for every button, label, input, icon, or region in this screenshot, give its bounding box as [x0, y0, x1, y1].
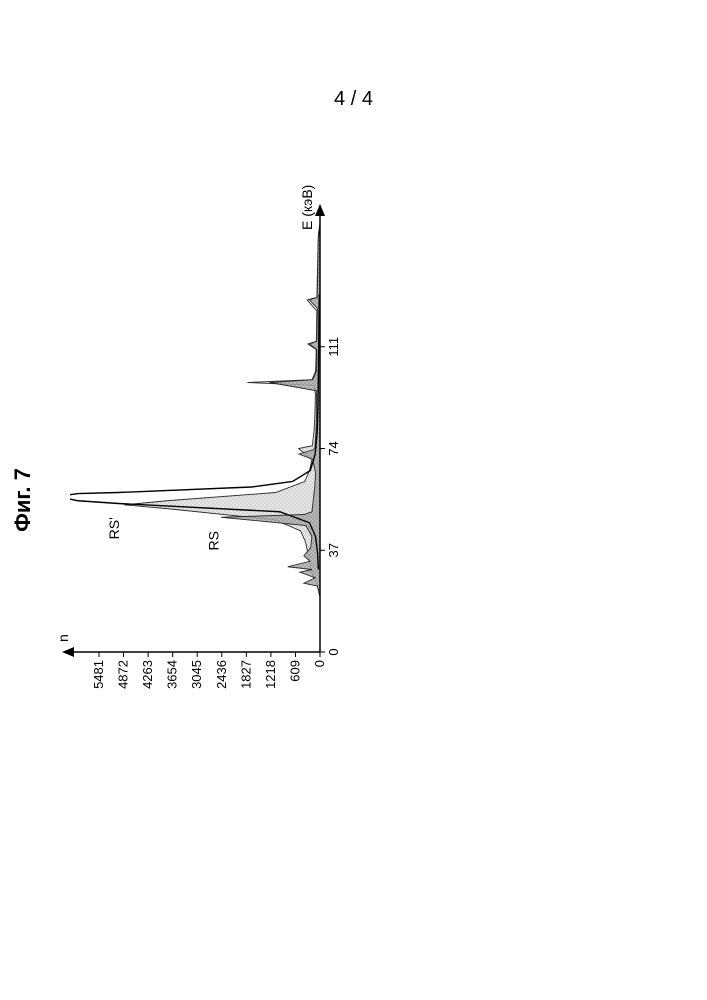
- spectrum-chart: 0 609 1218 1827 2436 3045 3654 4263 4872 5481 0 37 7…: [50, 180, 390, 730]
- annotation-rs-prime: RS': [106, 517, 122, 539]
- page-number: 4 / 4: [0, 88, 707, 111]
- y-tick-label: 1218: [263, 660, 278, 689]
- series-rs: [221, 212, 320, 652]
- y-tick-label: 609: [287, 660, 302, 682]
- y-tick-label: 2436: [214, 660, 229, 689]
- y-axis-arrow-icon: [62, 647, 74, 657]
- figure-container: Фиг. 7 0 609 1218 1827 2436 3045 3654 4263 4872 5…: [10, 270, 707, 730]
- y-tick-label: 4872: [116, 660, 131, 689]
- x-tick-label: 37: [326, 543, 341, 557]
- x-tick-label: 0: [326, 648, 341, 655]
- x-tick-label: 111: [326, 337, 341, 357]
- series-rs-prime: [124, 212, 320, 652]
- y-tick-label: 5481: [91, 660, 106, 689]
- y-tick-label: 3045: [189, 660, 204, 689]
- x-axis-label: E (кэB): [299, 185, 315, 230]
- x-axis-arrow-icon: [315, 204, 325, 216]
- overlay-curve-1: [70, 295, 319, 495]
- annotation-rs: RS: [205, 531, 221, 550]
- y-tick-label: 3654: [165, 660, 180, 689]
- figure-title: Фиг. 7: [10, 270, 36, 730]
- y-tick-label: 4263: [140, 660, 155, 689]
- y-tick-label: 0: [312, 660, 327, 667]
- y-tick-label: 1827: [238, 660, 253, 689]
- x-tick-label: 74: [326, 441, 341, 455]
- y-axis-label: n: [55, 634, 71, 642]
